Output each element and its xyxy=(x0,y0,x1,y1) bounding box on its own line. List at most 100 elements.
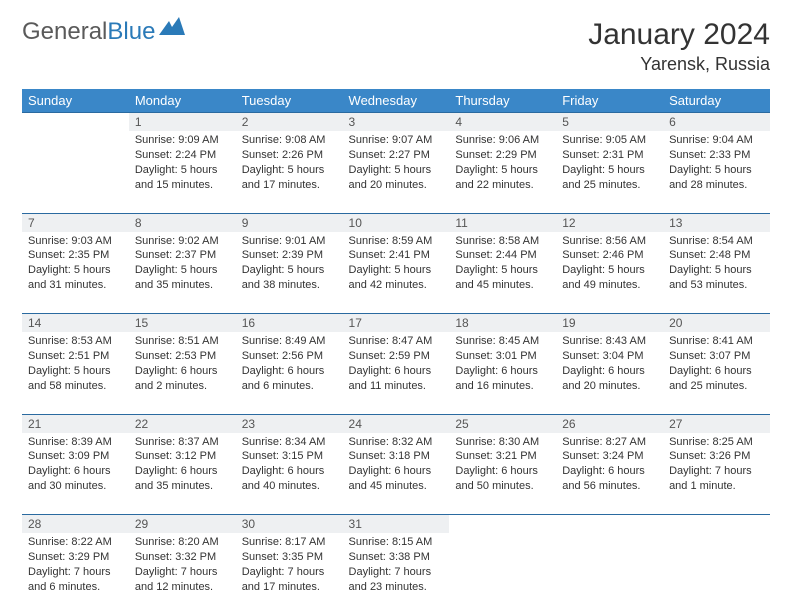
day2-text: and 20 minutes. xyxy=(349,178,444,193)
day1-text: Daylight: 6 hours xyxy=(349,464,444,479)
sunset-text: Sunset: 2:33 PM xyxy=(669,148,764,163)
day1-text: Daylight: 5 hours xyxy=(669,263,764,278)
day-number: 22 xyxy=(129,414,236,433)
logo-text-gray: General xyxy=(22,18,107,46)
sunrise-text: Sunrise: 8:32 AM xyxy=(349,435,444,450)
day-cell xyxy=(663,533,770,615)
day-cell: Sunrise: 8:56 AMSunset: 2:46 PMDaylight:… xyxy=(556,232,663,314)
day-number: 11 xyxy=(449,213,556,232)
day-number: 10 xyxy=(343,213,450,232)
sunrise-text: Sunrise: 9:03 AM xyxy=(28,234,123,249)
sunrise-text: Sunrise: 8:59 AM xyxy=(349,234,444,249)
month-title: January 2024 xyxy=(588,18,770,52)
weekday-header: Tuesday xyxy=(236,89,343,113)
sunrise-text: Sunrise: 8:56 AM xyxy=(562,234,657,249)
day-cell: Sunrise: 8:45 AMSunset: 3:01 PMDaylight:… xyxy=(449,332,556,414)
sunset-text: Sunset: 2:27 PM xyxy=(349,148,444,163)
day2-text: and 11 minutes. xyxy=(349,379,444,394)
sunset-text: Sunset: 3:04 PM xyxy=(562,349,657,364)
day-cell: Sunrise: 9:04 AMSunset: 2:33 PMDaylight:… xyxy=(663,131,770,213)
day-cell: Sunrise: 8:49 AMSunset: 2:56 PMDaylight:… xyxy=(236,332,343,414)
sunset-text: Sunset: 3:35 PM xyxy=(242,550,337,565)
day-cell: Sunrise: 8:54 AMSunset: 2:48 PMDaylight:… xyxy=(663,232,770,314)
day1-text: Daylight: 6 hours xyxy=(242,464,337,479)
sunrise-text: Sunrise: 9:04 AM xyxy=(669,133,764,148)
sunset-text: Sunset: 3:38 PM xyxy=(349,550,444,565)
day-cell: Sunrise: 8:34 AMSunset: 3:15 PMDaylight:… xyxy=(236,433,343,515)
sunset-text: Sunset: 2:51 PM xyxy=(28,349,123,364)
day-number: 31 xyxy=(343,515,450,534)
day-number: 14 xyxy=(22,314,129,333)
day2-text: and 30 minutes. xyxy=(28,479,123,494)
sunrise-text: Sunrise: 9:05 AM xyxy=(562,133,657,148)
details-row: Sunrise: 8:22 AMSunset: 3:29 PMDaylight:… xyxy=(22,533,770,615)
day-cell: Sunrise: 8:59 AMSunset: 2:41 PMDaylight:… xyxy=(343,232,450,314)
day-number: 6 xyxy=(663,113,770,132)
sunset-text: Sunset: 3:12 PM xyxy=(135,449,230,464)
sunset-text: Sunset: 2:53 PM xyxy=(135,349,230,364)
day-cell: Sunrise: 8:25 AMSunset: 3:26 PMDaylight:… xyxy=(663,433,770,515)
day-number: 12 xyxy=(556,213,663,232)
day-number: 3 xyxy=(343,113,450,132)
day-number: 18 xyxy=(449,314,556,333)
daynum-row: 123456 xyxy=(22,113,770,132)
day2-text: and 25 minutes. xyxy=(562,178,657,193)
day-cell: Sunrise: 8:15 AMSunset: 3:38 PMDaylight:… xyxy=(343,533,450,615)
day2-text: and 25 minutes. xyxy=(669,379,764,394)
sunrise-text: Sunrise: 8:58 AM xyxy=(455,234,550,249)
day-number: 9 xyxy=(236,213,343,232)
day1-text: Daylight: 5 hours xyxy=(562,163,657,178)
sunrise-text: Sunrise: 9:09 AM xyxy=(135,133,230,148)
sunset-text: Sunset: 2:31 PM xyxy=(562,148,657,163)
day-cell: Sunrise: 8:43 AMSunset: 3:04 PMDaylight:… xyxy=(556,332,663,414)
day-cell: Sunrise: 8:53 AMSunset: 2:51 PMDaylight:… xyxy=(22,332,129,414)
day2-text: and 6 minutes. xyxy=(28,580,123,595)
day1-text: Daylight: 5 hours xyxy=(135,163,230,178)
sunset-text: Sunset: 2:35 PM xyxy=(28,248,123,263)
day2-text: and 1 minute. xyxy=(669,479,764,494)
sunrise-text: Sunrise: 9:02 AM xyxy=(135,234,230,249)
day1-text: Daylight: 5 hours xyxy=(455,163,550,178)
day-number: 25 xyxy=(449,414,556,433)
day-cell: Sunrise: 9:01 AMSunset: 2:39 PMDaylight:… xyxy=(236,232,343,314)
day-number: 20 xyxy=(663,314,770,333)
sunset-text: Sunset: 2:41 PM xyxy=(349,248,444,263)
day-number: 2 xyxy=(236,113,343,132)
day1-text: Daylight: 6 hours xyxy=(242,364,337,379)
day-cell: Sunrise: 8:27 AMSunset: 3:24 PMDaylight:… xyxy=(556,433,663,515)
sunrise-text: Sunrise: 8:39 AM xyxy=(28,435,123,450)
sunrise-text: Sunrise: 8:47 AM xyxy=(349,334,444,349)
day-number: 26 xyxy=(556,414,663,433)
day-number xyxy=(449,515,556,534)
day1-text: Daylight: 7 hours xyxy=(135,565,230,580)
day1-text: Daylight: 6 hours xyxy=(135,464,230,479)
day2-text: and 45 minutes. xyxy=(455,278,550,293)
day1-text: Daylight: 5 hours xyxy=(28,364,123,379)
sunset-text: Sunset: 3:29 PM xyxy=(28,550,123,565)
day-cell: Sunrise: 8:51 AMSunset: 2:53 PMDaylight:… xyxy=(129,332,236,414)
day-cell: Sunrise: 8:20 AMSunset: 3:32 PMDaylight:… xyxy=(129,533,236,615)
day-number: 16 xyxy=(236,314,343,333)
details-row: Sunrise: 8:39 AMSunset: 3:09 PMDaylight:… xyxy=(22,433,770,515)
details-row: Sunrise: 9:09 AMSunset: 2:24 PMDaylight:… xyxy=(22,131,770,213)
daynum-row: 14151617181920 xyxy=(22,314,770,333)
sunset-text: Sunset: 3:21 PM xyxy=(455,449,550,464)
daynum-row: 21222324252627 xyxy=(22,414,770,433)
logo: GeneralBlue xyxy=(22,18,185,46)
day1-text: Daylight: 5 hours xyxy=(455,263,550,278)
page-header: GeneralBlue January 2024 Yarensk, Russia xyxy=(22,18,770,75)
sunrise-text: Sunrise: 8:30 AM xyxy=(455,435,550,450)
sunrise-text: Sunrise: 9:07 AM xyxy=(349,133,444,148)
day-cell: Sunrise: 9:06 AMSunset: 2:29 PMDaylight:… xyxy=(449,131,556,213)
title-block: January 2024 Yarensk, Russia xyxy=(588,18,770,75)
day-number: 4 xyxy=(449,113,556,132)
day-number: 27 xyxy=(663,414,770,433)
weekday-header: Monday xyxy=(129,89,236,113)
day-number: 17 xyxy=(343,314,450,333)
sunrise-text: Sunrise: 8:20 AM xyxy=(135,535,230,550)
weekday-header: Sunday xyxy=(22,89,129,113)
sunset-text: Sunset: 3:07 PM xyxy=(669,349,764,364)
sunset-text: Sunset: 3:15 PM xyxy=(242,449,337,464)
day2-text: and 38 minutes. xyxy=(242,278,337,293)
day1-text: Daylight: 5 hours xyxy=(135,263,230,278)
